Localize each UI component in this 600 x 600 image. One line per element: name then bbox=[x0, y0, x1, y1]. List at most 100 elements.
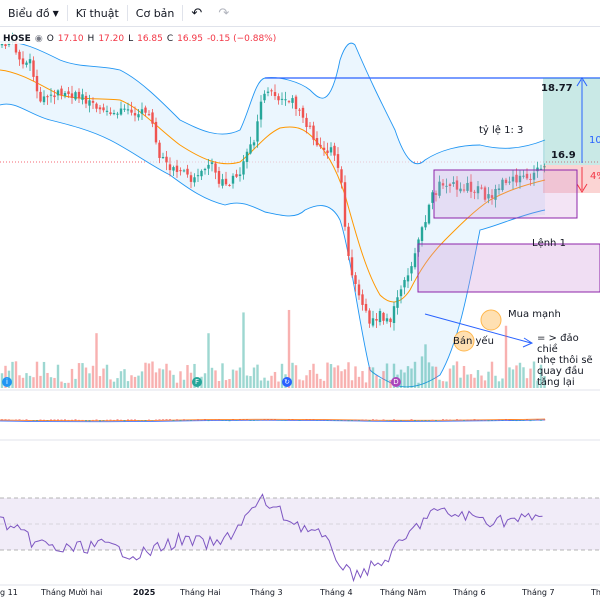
volume-bar bbox=[133, 376, 137, 388]
volume-bar bbox=[112, 381, 116, 388]
candle-body bbox=[543, 166, 546, 168]
candle-body bbox=[18, 51, 21, 60]
weak-sell-label[interactable]: Bán yếu bbox=[453, 336, 494, 347]
rsi-band bbox=[0, 498, 600, 550]
macd-histogram-bar bbox=[50, 419, 52, 421]
candle-body bbox=[294, 96, 298, 109]
candle-body bbox=[483, 187, 487, 200]
candle-body bbox=[112, 113, 116, 115]
long-position-profit-zone[interactable] bbox=[543, 78, 600, 165]
macd-histogram-bar bbox=[435, 420, 437, 422]
candle-body bbox=[123, 108, 126, 110]
candle-body bbox=[329, 147, 333, 153]
strong-buy-label[interactable]: Mua mạnh bbox=[508, 309, 561, 320]
redo-icon[interactable]: ↷ bbox=[218, 5, 230, 21]
macd-histogram-bar bbox=[323, 419, 325, 421]
volume-bar bbox=[74, 378, 77, 388]
undo-icon[interactable]: ↶ bbox=[191, 5, 203, 21]
macd-histogram-bar bbox=[267, 419, 269, 421]
volume-bar bbox=[508, 367, 511, 388]
macd-histogram-bar bbox=[428, 420, 430, 421]
candle-body bbox=[193, 177, 196, 183]
volume-bar bbox=[140, 371, 144, 388]
candle-body bbox=[154, 121, 158, 143]
macd-histogram-bar bbox=[431, 419, 434, 421]
candle-body bbox=[147, 114, 151, 116]
macd-histogram-bar bbox=[225, 420, 227, 421]
candle-body bbox=[490, 195, 494, 198]
volume-bar bbox=[42, 361, 46, 388]
price-chart[interactable] bbox=[0, 27, 600, 600]
volume-bar bbox=[63, 382, 67, 388]
macd-histogram-bar bbox=[32, 420, 35, 421]
candle-body bbox=[459, 188, 462, 192]
candle-body bbox=[95, 103, 98, 109]
weak-sell-marker[interactable] bbox=[453, 330, 475, 352]
volume-bar bbox=[25, 373, 28, 388]
consolidation-box[interactable] bbox=[433, 169, 578, 219]
change-value: -0.15 (−0.88%) bbox=[206, 34, 277, 44]
volume-bar bbox=[175, 382, 179, 388]
candle-body bbox=[217, 170, 221, 184]
symbol-label[interactable]: HOSE bbox=[3, 34, 31, 44]
eye-icon[interactable]: ◉ bbox=[34, 34, 43, 44]
volume-bar bbox=[154, 372, 158, 388]
volume-bar bbox=[434, 366, 438, 388]
volume-bar bbox=[511, 369, 515, 388]
volume-bar bbox=[343, 369, 347, 388]
event-marker-info[interactable]: i bbox=[2, 377, 12, 387]
candle-body bbox=[529, 178, 532, 180]
order-label[interactable]: Lệnh 1 bbox=[532, 238, 566, 249]
reversal-note[interactable]: = > đảo chiề nhẹ thôi sẽ quay đầu tăng l… bbox=[537, 333, 600, 388]
risk-reward-note[interactable]: tỷ lệ 1: 3 bbox=[479, 125, 524, 136]
macd-histogram-bar bbox=[540, 420, 542, 421]
volume-bar bbox=[207, 333, 210, 388]
strong-buy-marker[interactable] bbox=[480, 309, 502, 331]
chart-type-dropdown[interactable]: Biểu đồ ▼ bbox=[0, 0, 67, 26]
macd-histogram-bar bbox=[8, 419, 10, 421]
volume-bar bbox=[294, 365, 298, 388]
volume-bar bbox=[231, 369, 235, 388]
candle-body bbox=[333, 145, 336, 156]
technical-button[interactable]: Kĩ thuật bbox=[68, 0, 127, 26]
current-price-label: 16.9 bbox=[551, 150, 576, 161]
candle-body bbox=[413, 253, 417, 268]
time-tick: g 11 bbox=[0, 588, 18, 597]
volume-bar bbox=[399, 369, 403, 388]
event-marker-split-icon[interactable]: ↻ bbox=[282, 377, 292, 387]
time-axis[interactable]: g 11 Tháng Mười hai 2025 Tháng Hai Tháng… bbox=[0, 585, 600, 600]
candle-body bbox=[42, 96, 46, 103]
volume-bar bbox=[130, 375, 133, 388]
annotation-arrow-line bbox=[424, 313, 532, 344]
macd-histogram-bar bbox=[484, 419, 486, 421]
event-marker-dividend[interactable]: D bbox=[391, 377, 401, 387]
volume-bar bbox=[326, 362, 329, 388]
candle-body bbox=[476, 186, 480, 194]
fundamental-button[interactable]: Cơ bản bbox=[128, 0, 183, 26]
macd-histogram-bar bbox=[25, 419, 28, 421]
volume-bar bbox=[144, 362, 147, 388]
volume-bar bbox=[116, 378, 119, 388]
reversal-note-line: tăng lại bbox=[537, 377, 575, 388]
ohlc-legend: HOSE ◉ O 17.10 H 17.20 L 16.85 C 16.95 -0.15… bbox=[0, 34, 280, 44]
macd-histogram-bar bbox=[498, 419, 500, 421]
volume-bar bbox=[392, 363, 396, 388]
candle-body bbox=[525, 173, 529, 179]
candle-body bbox=[434, 193, 438, 195]
volume-bar bbox=[280, 363, 284, 388]
order-zone-box[interactable] bbox=[417, 243, 600, 293]
macd-histogram-bar bbox=[281, 420, 283, 421]
volume-bar bbox=[56, 364, 60, 388]
volume-bar bbox=[245, 375, 249, 388]
macd-histogram-bar bbox=[218, 419, 220, 421]
macd-histogram-bar bbox=[501, 420, 504, 421]
macd-histogram-bar bbox=[155, 419, 157, 421]
candle-body bbox=[56, 90, 60, 96]
macd-histogram-bar bbox=[487, 420, 490, 422]
candle-body bbox=[46, 96, 49, 98]
volume-bar bbox=[11, 361, 14, 388]
volume-bar bbox=[35, 361, 39, 388]
event-marker-financial[interactable]: F bbox=[192, 377, 202, 387]
candle-body bbox=[196, 175, 200, 177]
candle-body bbox=[469, 181, 473, 192]
